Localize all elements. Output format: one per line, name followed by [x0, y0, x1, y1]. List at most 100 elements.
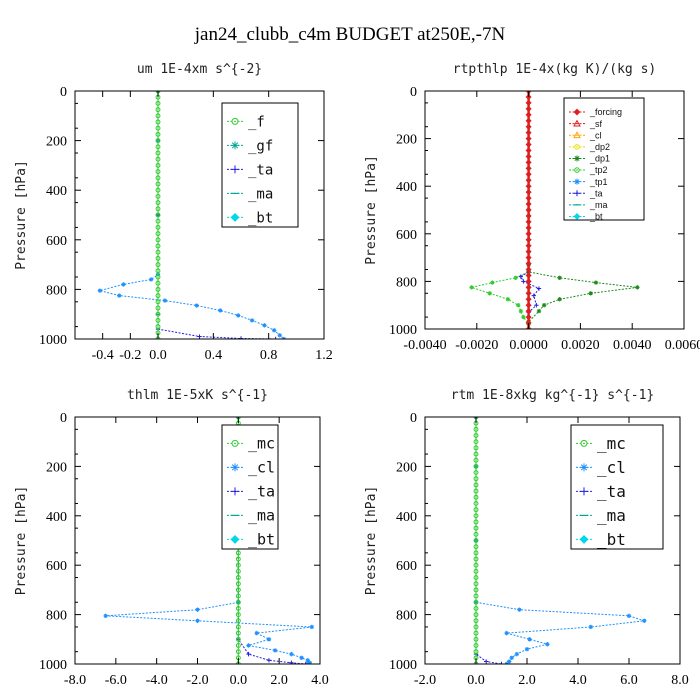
data-point-marker	[155, 144, 161, 150]
data-point-marker	[473, 507, 479, 513]
series-line-ta	[520, 271, 540, 329]
data-point-marker	[525, 147, 532, 154]
data-point-marker	[155, 268, 161, 274]
y-tick-label: 200	[396, 460, 417, 475]
data-point-marker	[155, 311, 161, 317]
x-tick-label: -0.0020	[455, 338, 498, 353]
data-point-marker	[557, 297, 562, 302]
data-point-marker	[557, 275, 562, 281]
y-tick-label: 600	[396, 559, 417, 574]
data-point-marker	[473, 649, 479, 655]
data-point-marker	[473, 643, 479, 648]
data-point-marker	[155, 138, 161, 144]
data-point-marker	[121, 282, 126, 287]
y-axis-label: Pressure [hPa]	[14, 160, 29, 270]
legend-marker	[579, 534, 589, 544]
panel-1: um 1E-4xm s^{-2} Pressure [hPa] 0 200 400 600…	[14, 62, 333, 363]
data-point-marker	[235, 550, 241, 556]
x-tick-label: 0.0	[230, 673, 248, 688]
series-line-ta	[475, 417, 502, 664]
data-point-marker	[155, 255, 161, 261]
data-point-marker	[473, 538, 479, 543]
data-point-marker	[473, 445, 479, 451]
y-tick-label: 1000	[39, 658, 67, 673]
data-point-marker	[525, 266, 532, 273]
data-point-marker	[626, 613, 632, 619]
data-point-marker	[525, 135, 532, 142]
legend-label: _dp1	[589, 154, 610, 164]
data-point-marker	[155, 218, 161, 224]
data-point-marker	[155, 175, 161, 181]
data-point-marker	[536, 308, 542, 314]
data-point-marker	[525, 177, 532, 184]
legend-label: _sf	[589, 119, 603, 129]
data-point-marker	[525, 272, 532, 279]
x-tick-label: 8.0	[671, 673, 689, 688]
legend-marker	[231, 439, 239, 447]
x-tick-label: 0.0	[149, 348, 167, 363]
data-point-marker	[246, 643, 251, 648]
data-point-marker	[473, 531, 479, 537]
x-tick-label: -0.4	[92, 348, 114, 363]
y-tick-label: 400	[396, 510, 417, 525]
y-axis-label: Pressure [hPa]	[364, 486, 379, 596]
figure-suptitle: jan24_clubb_c4m BUDGET at250E,-7N	[194, 24, 506, 45]
data-point-marker	[525, 236, 532, 243]
y-tick-label: 600	[396, 228, 417, 243]
data-point-marker	[487, 291, 492, 296]
legend-label: _forcing	[589, 107, 622, 117]
data-point-marker	[235, 643, 241, 648]
data-point-marker	[593, 280, 599, 285]
data-point-marker	[235, 587, 241, 593]
data-point-marker	[155, 237, 161, 243]
data-point-marker	[473, 470, 479, 476]
panel-title: um 1E-4xm s^{-2}	[137, 62, 262, 77]
data-point-marker	[195, 618, 200, 623]
series-group	[103, 417, 315, 664]
y-tick-label: 400	[46, 510, 67, 525]
data-point-marker	[525, 314, 532, 321]
legend: _mc _cl _ta _ma _bt	[570, 424, 664, 550]
series-line-tp2	[469, 91, 530, 329]
data-point-marker	[155, 231, 161, 237]
data-point-marker	[473, 463, 479, 469]
data-point-marker	[155, 193, 161, 199]
data-point-marker	[473, 593, 479, 599]
data-point-marker	[289, 660, 294, 664]
legend-marker	[231, 141, 239, 150]
x-tick-label: -2.0	[186, 673, 208, 688]
data-point-marker	[235, 630, 241, 636]
data-point-marker	[525, 117, 532, 124]
legend: _f _gf _ta _ma _bt	[221, 102, 299, 228]
data-point-marker	[525, 99, 532, 106]
data-point-marker	[235, 649, 241, 655]
data-point-marker	[525, 230, 532, 237]
data-point-marker	[525, 141, 532, 148]
data-point-marker	[525, 189, 532, 196]
data-point-marker	[473, 581, 479, 587]
data-point-marker	[473, 587, 479, 593]
x-tick-label: 0.4	[205, 348, 223, 363]
data-point-marker	[194, 303, 199, 308]
data-point-marker	[473, 488, 479, 494]
x-tick-label: 0.8	[260, 348, 278, 363]
data-point-marker	[521, 314, 526, 320]
data-point-marker	[266, 637, 272, 642]
data-point-marker	[525, 260, 532, 267]
series-group	[469, 91, 640, 329]
data-point-marker	[525, 284, 532, 291]
data-point-marker	[97, 288, 103, 293]
data-point-marker	[525, 159, 532, 166]
series-line-cl	[105, 417, 312, 664]
data-point-marker	[235, 575, 241, 580]
data-point-marker	[473, 501, 479, 506]
data-point-marker	[272, 648, 278, 653]
y-axis-label: Pressure [hPa]	[364, 155, 379, 265]
data-point-marker	[473, 494, 479, 500]
data-point-marker	[235, 618, 241, 624]
legend-marker	[231, 117, 239, 125]
data-point-marker	[514, 651, 519, 657]
data-point-marker	[246, 651, 251, 657]
data-point-marker	[155, 187, 161, 193]
data-point-marker	[642, 618, 647, 623]
